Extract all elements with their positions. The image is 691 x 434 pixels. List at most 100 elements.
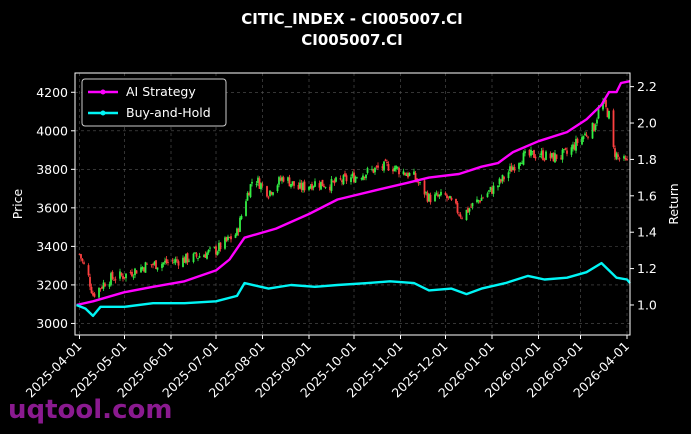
candle-body <box>249 184 252 198</box>
candle-body <box>122 275 124 279</box>
candle-body <box>261 184 264 186</box>
candle-body <box>521 163 523 164</box>
candle-body <box>218 242 220 252</box>
candle-body <box>140 267 142 273</box>
candle-body <box>240 215 243 220</box>
candle-body <box>543 159 546 161</box>
candle-body <box>476 199 478 203</box>
candle-body <box>300 183 303 190</box>
y-tick-label-left: 3000 <box>36 316 68 331</box>
candle-body <box>114 279 117 281</box>
candle-body <box>195 253 198 257</box>
candle-body <box>80 254 82 259</box>
candle-body <box>309 185 312 189</box>
candle-body <box>266 186 268 197</box>
candle-body <box>498 178 501 185</box>
candle-body <box>513 166 516 171</box>
candle-body <box>560 157 562 159</box>
candle-body <box>339 178 342 180</box>
candle-body <box>353 172 355 183</box>
candle-body <box>362 175 364 180</box>
candle-body <box>365 174 367 179</box>
candle-body <box>534 156 537 159</box>
candle-body <box>540 151 543 156</box>
candle-body <box>174 259 177 263</box>
candle-body <box>572 144 574 149</box>
candle-body <box>491 187 493 194</box>
candle-body <box>152 264 154 266</box>
y-tick-label-left: 4200 <box>36 85 68 100</box>
candle-body <box>131 271 133 277</box>
candle-body <box>549 153 552 159</box>
candle-body <box>90 286 93 294</box>
candle-body <box>279 178 282 181</box>
candle-body <box>162 262 165 265</box>
candle-body <box>614 148 616 157</box>
candle-body <box>423 180 426 195</box>
candle-body <box>561 149 564 160</box>
candle-body <box>449 196 451 199</box>
candle-body <box>129 272 132 274</box>
candle-body <box>99 288 102 290</box>
candle-body <box>470 206 472 208</box>
candle-body <box>626 159 628 161</box>
candle-body <box>564 148 567 150</box>
candle-body <box>297 185 300 190</box>
candle-body <box>141 267 144 270</box>
candle-body <box>186 253 189 263</box>
candle-body <box>320 181 322 190</box>
candle-body <box>330 179 333 191</box>
candle-body <box>150 264 153 266</box>
candle-body <box>555 154 558 159</box>
candle-body <box>440 191 442 196</box>
candle-body <box>257 177 259 183</box>
candle-body <box>377 165 379 168</box>
legend-marker-ai-strategy <box>100 89 106 95</box>
candle-body <box>594 125 597 130</box>
candle-body <box>135 270 138 274</box>
y-axis-label-right: Return <box>666 183 681 224</box>
candle-body <box>209 247 211 249</box>
candle-body <box>584 133 586 136</box>
candle-body <box>623 156 625 159</box>
candle-body <box>207 249 210 253</box>
candle-body <box>164 260 166 263</box>
candle-body <box>176 259 178 261</box>
candle-body <box>216 251 219 256</box>
candle-body <box>318 183 321 188</box>
candle-body <box>408 173 411 176</box>
ai-strategy-line <box>76 80 631 307</box>
candle-body <box>312 186 315 188</box>
chart-subtitle: CI005007.CI <box>301 31 403 49</box>
candle-body <box>501 174 504 182</box>
candle-body <box>203 255 205 258</box>
candle-body <box>582 136 585 140</box>
candle-body <box>177 261 180 266</box>
candle-body <box>255 183 258 185</box>
candle-body <box>303 181 306 191</box>
candle-body <box>344 173 346 177</box>
candle-body <box>228 237 231 238</box>
candle-body <box>89 276 91 287</box>
candle-body <box>486 193 489 198</box>
y-tick-label-left: 3400 <box>36 239 68 254</box>
candle-body <box>419 182 421 183</box>
left-axis-ticks: 3000 3200 3400 3600 3800 4000 4200 <box>36 85 75 331</box>
candle-body <box>267 197 270 199</box>
candle-body <box>354 176 357 183</box>
candle-body <box>387 164 390 171</box>
candle-body <box>219 242 222 250</box>
candle-body <box>606 108 609 118</box>
candle-body <box>539 156 541 157</box>
candle-body <box>384 159 387 162</box>
candle-body <box>102 282 105 289</box>
candle-body <box>477 200 480 201</box>
candle-body <box>467 208 469 213</box>
candle-body <box>350 177 352 183</box>
candle-body <box>393 167 396 172</box>
watermark: uqtool.com <box>8 395 172 425</box>
candle-body <box>402 171 405 175</box>
candle-body <box>302 182 304 191</box>
candle-body <box>308 186 310 190</box>
candle-body <box>507 172 510 179</box>
